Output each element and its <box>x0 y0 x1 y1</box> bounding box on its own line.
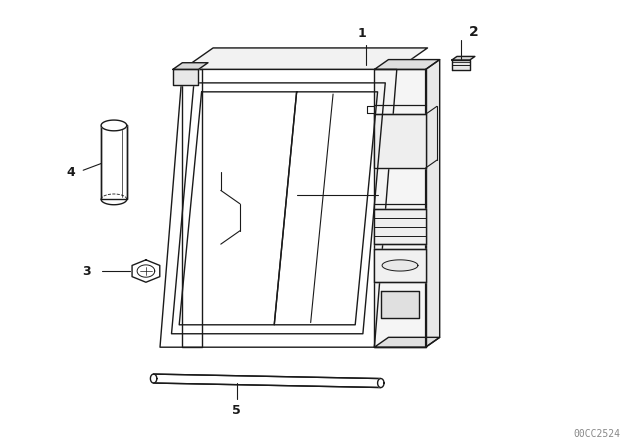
Text: 1: 1 <box>357 27 366 40</box>
Polygon shape <box>382 260 418 271</box>
Polygon shape <box>150 374 157 383</box>
Polygon shape <box>452 60 470 70</box>
Polygon shape <box>378 379 384 388</box>
Polygon shape <box>374 249 426 282</box>
Polygon shape <box>374 61 408 347</box>
Polygon shape <box>452 56 475 60</box>
Polygon shape <box>374 209 426 244</box>
Polygon shape <box>173 63 208 69</box>
Polygon shape <box>101 120 127 131</box>
Polygon shape <box>132 260 160 282</box>
Text: 4: 4 <box>67 166 76 179</box>
Polygon shape <box>374 337 440 347</box>
Polygon shape <box>381 291 419 318</box>
Polygon shape <box>154 374 381 388</box>
Polygon shape <box>182 48 428 69</box>
Polygon shape <box>426 60 440 347</box>
Text: 2: 2 <box>468 26 479 39</box>
Polygon shape <box>101 125 127 199</box>
Text: 5: 5 <box>232 404 241 417</box>
Text: 3: 3 <box>82 264 91 278</box>
Polygon shape <box>374 114 426 168</box>
Polygon shape <box>374 69 426 347</box>
Text: 00CC2524: 00CC2524 <box>574 429 621 439</box>
Polygon shape <box>374 60 440 69</box>
Polygon shape <box>173 69 198 85</box>
Polygon shape <box>160 69 397 347</box>
